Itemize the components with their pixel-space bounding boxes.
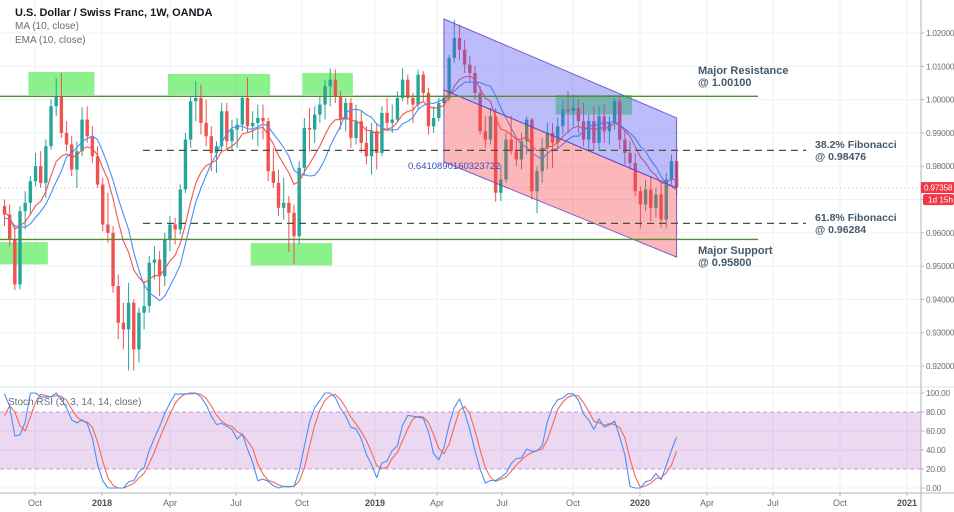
stoch-tick-label: 0.00 (926, 484, 942, 493)
time-label-month: Oct (28, 498, 43, 508)
fib-618-line2: @ 0.96284 (815, 223, 867, 236)
zone-rect[interactable] (0, 242, 48, 265)
time-label-month: Apr (163, 498, 177, 508)
fib-382-line2: @ 0.98476 (815, 150, 867, 163)
fib-618-label[interactable]: 61.8% Fibonacci @ 0.96284 (815, 212, 897, 236)
fib-618-line1: 61.8% Fibonacci (815, 212, 897, 224)
price-tick-label: 0.98000 (926, 162, 954, 171)
stoch-tick-label: 80.00 (926, 408, 946, 417)
time-label-month: Apr (700, 498, 714, 508)
major-support-label[interactable]: Major Support @ 0.95800 (698, 245, 773, 269)
price-tick-label: 1.01000 (926, 62, 954, 71)
stoch-rsi-legend[interactable]: Stoch RSI (3, 3, 14, 14, close) (8, 397, 142, 408)
ma-line[interactable] (4, 81, 677, 302)
zone-rect[interactable] (302, 72, 353, 95)
price-tick-label: 0.99000 (926, 129, 954, 138)
time-label-year: 2018 (92, 498, 112, 508)
fib-382-line1: 38.2% Fibonacci (815, 139, 897, 151)
time-label-month: Oct (566, 498, 581, 508)
ema-line[interactable] (4, 75, 677, 284)
zones[interactable] (0, 71, 633, 266)
major-support-line2: @ 0.95800 (698, 256, 752, 269)
price-tick-label: 0.96000 (926, 229, 954, 238)
time-label-month: Jul (496, 498, 508, 508)
major-support-line1: Major Support (698, 245, 773, 257)
stoch-k-line[interactable] (3, 392, 678, 489)
time-label-month: Oct (833, 498, 848, 508)
time-axis[interactable]: Oct 2018 Apr Jul Oct 2019 Apr Jul Oct 2020 Apr Jul O… (28, 493, 917, 508)
time-label-month: Oct (295, 498, 310, 508)
time-label-month: Jul (230, 498, 242, 508)
stoch-d-line[interactable] (4, 392, 678, 489)
time-label-year: 2019 (365, 498, 385, 508)
time-label-month: Jul (767, 498, 779, 508)
channel-lower-band[interactable] (443, 89, 678, 258)
major-resistance-line2: @ 1.00100 (698, 76, 752, 89)
stoch-band (0, 412, 921, 469)
time-label-year: 2021 (897, 498, 917, 508)
ema-legend[interactable]: EMA (10, close) (15, 35, 86, 46)
countdown-value: 1d 15h (928, 196, 953, 205)
stoch-tick-label: 100.00 (926, 389, 950, 398)
price-tick-label: 0.92000 (926, 362, 954, 371)
major-resistance-line1: Major Resistance (698, 65, 789, 77)
major-resistance-label[interactable]: Major Resistance @ 1.00100 (698, 65, 789, 89)
time-label-year: 2020 (630, 498, 650, 508)
symbol-title[interactable]: U.S. Dollar / Swiss Franc, 1W, OANDA (15, 7, 213, 19)
last-price-value: 0.97358 (924, 184, 953, 193)
stoch-tick-label: 40.00 (926, 446, 946, 455)
grid (0, 0, 921, 493)
zone-rect[interactable] (167, 73, 271, 95)
stoch-tick-label: 20.00 (926, 465, 946, 474)
price-tick-label: 1.02000 (926, 29, 954, 38)
ma-legend[interactable]: MA (10, close) (15, 21, 79, 32)
price-tick-label: 0.95000 (926, 262, 954, 271)
last-price-badge: 0.97358 1d 15h (921, 182, 954, 206)
channel-value-label[interactable]: 0.6410890160323722 (408, 161, 501, 172)
price-tick-label: 0.94000 (926, 295, 954, 304)
stoch-tick-label: 60.00 (926, 427, 946, 436)
zone-rect[interactable] (250, 243, 333, 266)
fib-382-label[interactable]: 38.2% Fibonacci @ 0.98476 (815, 139, 897, 163)
time-label-month: Apr (430, 498, 444, 508)
price-tick-label: 0.93000 (926, 329, 954, 338)
price-axis[interactable]: 1.020001.010001.000000.990000.980000.970… (921, 29, 954, 493)
price-tick-label: 1.00000 (926, 96, 954, 105)
